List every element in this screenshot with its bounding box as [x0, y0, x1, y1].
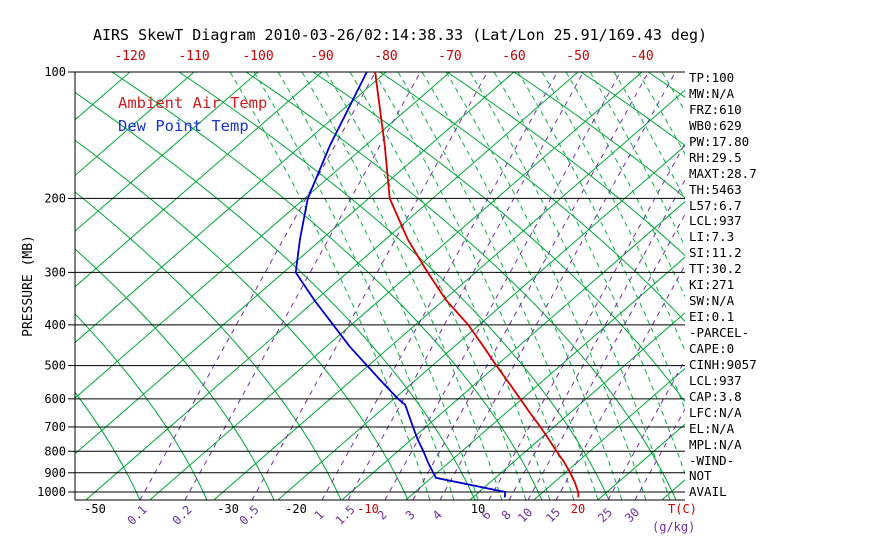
pressure-lines [68, 71, 685, 501]
top-temp-label: -80 [374, 49, 397, 64]
mixing-ratio-label: 4 [430, 508, 445, 523]
ambient-temp-curve [374, 72, 580, 498]
stat-line: TH:5463 [689, 181, 742, 197]
stat-line: PW:17.80 [689, 133, 750, 149]
mixing-ratio-label: 0.1 [125, 503, 150, 528]
mixing-ratio-label: 6 [479, 508, 494, 523]
stat-line: TP:100 [689, 70, 735, 85]
background-lines [75, 72, 685, 500]
top-temp-label: -40 [630, 49, 653, 64]
dry-adiabat-lines [75, 72, 685, 500]
mixing-ratio-label: 1 [312, 508, 327, 523]
pressure-tick-label: 400 [44, 318, 66, 332]
stat-line: -PARCEL- [689, 325, 750, 340]
bottom-temp-label: -10 [357, 502, 379, 516]
stat-line: AVAIL [689, 484, 727, 500]
dew-point-curve [294, 72, 507, 498]
bottom-axis-labels: -50 0.1 0.2 -300.5 -20 1 1.5 -102 3 4 106 8 10 15 20 25… [84, 502, 697, 534]
stat-line: CAP:3.8 [689, 388, 742, 404]
stat-line: MPL:N/A [689, 436, 742, 452]
stat-line: LI:7.3 [689, 229, 735, 245]
bottom-temp-label: 10 [471, 502, 485, 516]
pressure-tick-label: 1000 [37, 485, 66, 499]
stat-line: TT:30.2 [689, 261, 742, 277]
stat-line: MAXT:28.7 [689, 165, 757, 181]
bottom-temp-label: -50 [84, 502, 106, 516]
stats-panel: TP:100 MW:N/A FRZ:610 WB0:629 PW:17.80 RH:29.… [689, 70, 867, 500]
stat-line: EI:0.1 [689, 309, 735, 325]
bottom-temp-label: 20 [571, 502, 585, 516]
mixing-ratio-label: 0.5 [237, 503, 262, 528]
mixing-ratio-lines [139, 72, 685, 500]
mixing-ratio-label: 3 [403, 508, 418, 523]
pressure-tick-label: 900 [44, 466, 66, 480]
stat-line: EL:N/A [689, 420, 735, 436]
stat-line: CAPE:0 [689, 340, 735, 356]
top-temp-label: -110 [178, 49, 209, 64]
stat-line: LCL:937 [689, 213, 742, 229]
top-temp-label: -90 [310, 49, 333, 64]
pressure-tick-label: 800 [44, 444, 66, 458]
legend-item-ambient-temp: Ambient Air Temp [118, 94, 267, 112]
top-temp-label: -120 [114, 49, 145, 64]
mixing-ratio-label: 0.2 [170, 503, 195, 528]
stat-line: -WIND- [689, 452, 735, 468]
chart-title: AIRS SkewT Diagram 2010-03-26/02:14:38.3… [92, 26, 708, 44]
mixing-ratio-label: 2 [375, 508, 390, 523]
mixing-ratio-label: 8 [499, 508, 514, 523]
top-temp-label: -100 [242, 49, 273, 64]
pressure-tick-label: 700 [44, 420, 66, 434]
pressure-tick-label: 100 [44, 65, 66, 79]
top-temp-label: -70 [438, 49, 461, 64]
mixing-ratio-label: 25 [595, 505, 615, 525]
stat-line: FRZ:610 [689, 101, 742, 117]
legend: Ambient Air Temp Dew Point Temp [118, 94, 267, 135]
stat-line: L57:6.7 [689, 197, 742, 213]
stat-line: NOT [689, 468, 712, 484]
stat-line: WB0:629 [689, 117, 742, 133]
top-temp-labels: -120 -110 -100 -90 -80 -70 -60 -50 -40 [114, 49, 653, 64]
pressure-axis-labels: 100 200 300 400 500 600 700 800 900 1000 [37, 65, 66, 499]
mixing-unit-label: (g/kg) [652, 520, 695, 534]
mixing-ratio-label: 30 [622, 505, 642, 525]
temp-unit-label: T(C) [668, 502, 697, 516]
pressure-tick-label: 300 [44, 265, 66, 279]
mixing-ratio-label: 15 [543, 505, 563, 525]
legend-item-dew-point: Dew Point Temp [118, 117, 249, 135]
stat-line: CINH:9057 [689, 356, 757, 372]
bottom-temp-label: -30 [217, 502, 239, 516]
pressure-tick-label: 200 [44, 191, 66, 205]
stat-line: LCL:937 [689, 372, 742, 388]
profile-curves [294, 72, 580, 498]
stat-line: KI:271 [689, 277, 735, 293]
mixing-ratio-label: 1.5 [333, 503, 358, 528]
pressure-tick-label: 500 [44, 359, 66, 373]
isotherm-lines [75, 72, 685, 500]
top-temp-label: -50 [566, 49, 589, 64]
pressure-tick-label: 600 [44, 392, 66, 406]
mixing-ratio-label: 10 [515, 505, 535, 525]
top-temp-label: -60 [502, 49, 525, 64]
stat-line: MW:N/A [689, 85, 735, 101]
stat-line: RH:29.5 [689, 149, 742, 165]
bottom-temp-label: -20 [285, 502, 307, 516]
stat-line: SI:11.2 [689, 245, 742, 261]
stat-line: SW:N/A [689, 293, 735, 309]
y-axis-title: PRESSURE (MB) [21, 235, 36, 337]
stat-line: LFC:N/A [689, 404, 742, 420]
